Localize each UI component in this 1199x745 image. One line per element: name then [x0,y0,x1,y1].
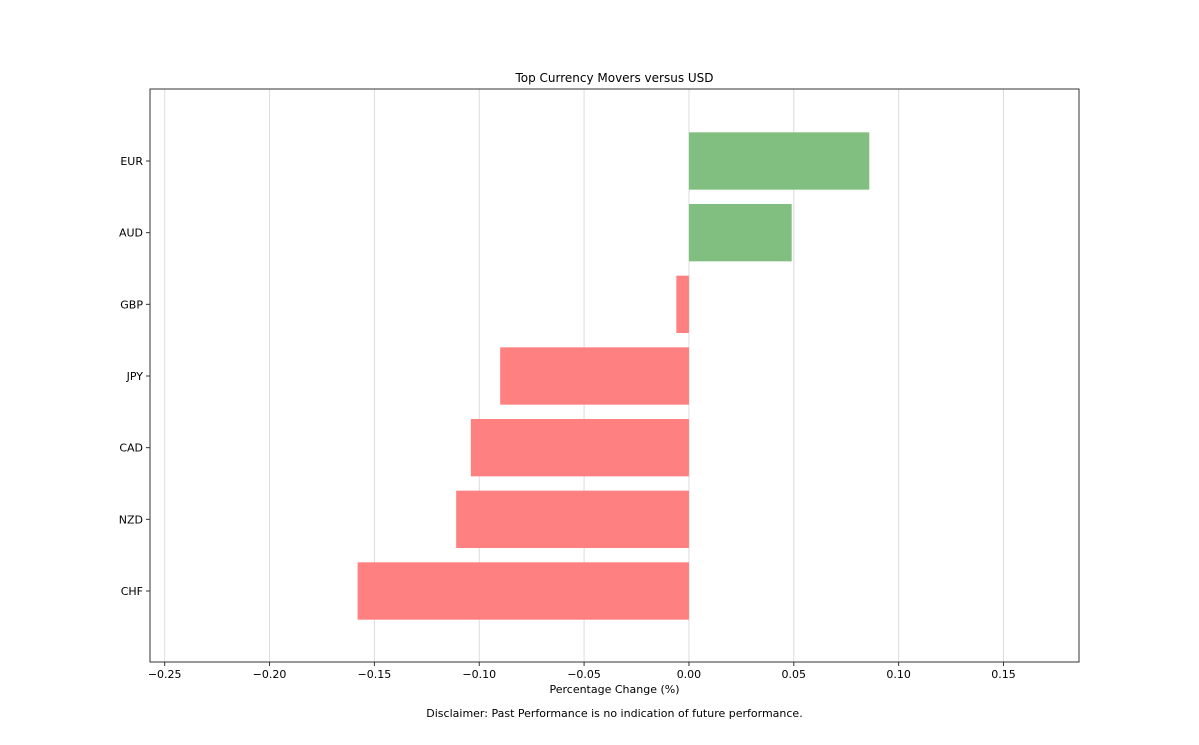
x-tick-label: 0.15 [991,668,1016,681]
bar-aud [688,204,792,262]
x-tick-label: 0.10 [886,668,911,681]
x-axis-label: Percentage Change (%) [549,683,679,696]
bar-eur [688,132,870,190]
bar-nzd [456,490,689,548]
y-axis-ticks: EUR AUD GBP JPY CAD NZD CHF [119,155,150,598]
y-tick-label-chf: CHF [121,585,143,598]
y-tick-label-jpy: JPY [126,370,144,383]
y-tick-label-aud: AUD [119,227,143,240]
x-tick-label: −0.05 [567,668,601,681]
y-tick-label-gbp: GBP [120,298,143,311]
x-tick-label: 0.00 [677,668,702,681]
bars [357,132,870,620]
bar-chf [357,562,689,620]
x-tick-label: −0.15 [358,668,392,681]
x-tick-label: 0.05 [782,668,807,681]
bar-cad [470,419,689,477]
chart-title: Top Currency Movers versus USD [514,71,713,85]
bar-gbp [676,275,689,333]
x-axis-ticks: −0.25 −0.20 −0.15 −0.10 −0.05 0.00 0.05 0.10 0.1… [148,662,1016,681]
x-tick-label: −0.10 [462,668,496,681]
bar-jpy [500,347,689,405]
disclaimer-footnote: Disclaimer: Past Performance is no indic… [426,707,802,720]
y-tick-label-cad: CAD [119,442,143,455]
x-tick-label: −0.25 [148,668,182,681]
x-tick-label: −0.20 [253,668,287,681]
y-tick-label-eur: EUR [120,155,143,168]
y-tick-label-nzd: NZD [119,513,143,526]
